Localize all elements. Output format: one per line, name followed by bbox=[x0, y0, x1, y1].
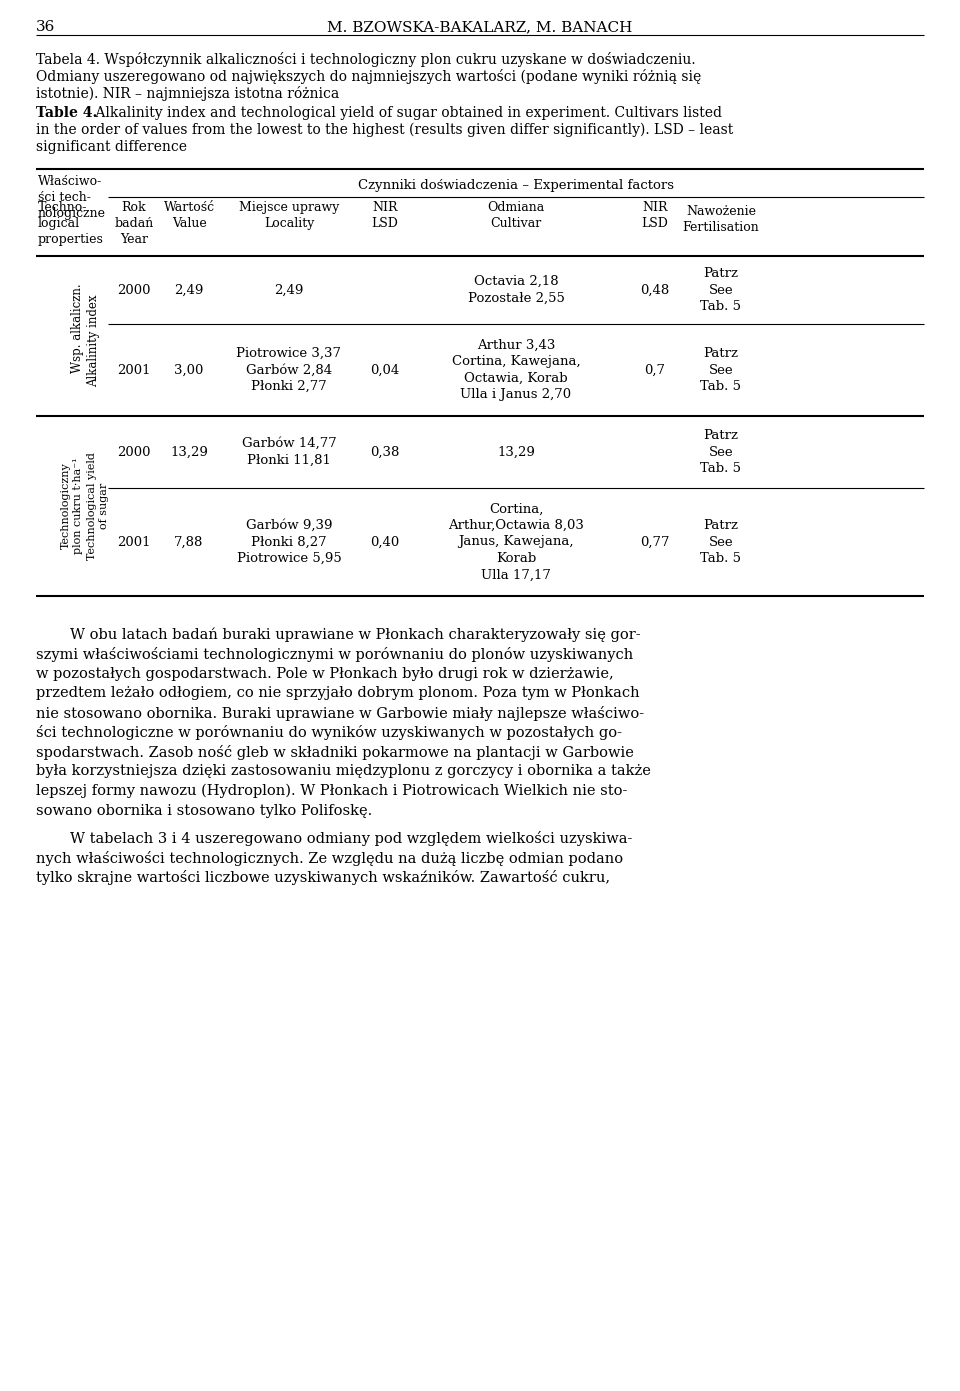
Text: 13,29: 13,29 bbox=[170, 445, 208, 459]
Text: była korzystniejsza dzięki zastosowaniu międzyplonu z gorczycy i obornika a takż: była korzystniejsza dzięki zastosowaniu … bbox=[36, 765, 651, 779]
Text: ści technologiczne w porównaniu do wyników uzyskiwanych w pozostałych go-: ści technologiczne w porównaniu do wynik… bbox=[36, 726, 622, 740]
Text: 0,77: 0,77 bbox=[640, 536, 670, 548]
Text: 0,38: 0,38 bbox=[371, 445, 399, 459]
Text: szymi właściwościami technologicznymi w porównaniu do plonów uzyskiwanych: szymi właściwościami technologicznymi w … bbox=[36, 647, 634, 662]
Text: W tabelach 3 i 4 uszeregowano odmiany pod względem wielkości uzyskiwa-: W tabelach 3 i 4 uszeregowano odmiany po… bbox=[70, 830, 633, 846]
Text: Techno-
logical
properties: Techno- logical properties bbox=[38, 202, 104, 246]
Text: Alkalinity index and technological yield of sugar obtained in experiment. Cultiv: Alkalinity index and technological yield… bbox=[91, 106, 722, 120]
Text: Piotrowice 3,37
Garbów 2,84
Płonki 2,77: Piotrowice 3,37 Garbów 2,84 Płonki 2,77 bbox=[236, 346, 342, 394]
Text: Garbów 9,39
Płonki 8,27
Piotrowice 5,95: Garbów 9,39 Płonki 8,27 Piotrowice 5,95 bbox=[236, 519, 342, 565]
Text: 0,40: 0,40 bbox=[371, 536, 399, 548]
Text: 0,04: 0,04 bbox=[371, 363, 399, 377]
Text: of sugar: of sugar bbox=[99, 483, 109, 529]
Text: 36: 36 bbox=[36, 19, 56, 33]
Text: Odmiany uszeregowano od największych do najmniejszych wartości (podane wyniki ró: Odmiany uszeregowano od największych do … bbox=[36, 70, 701, 83]
Text: plon cukru t·ha⁻¹: plon cukru t·ha⁻¹ bbox=[73, 458, 83, 554]
Text: W obu latach badań buraki uprawiane w Płonkach charakteryzowały się gor-: W obu latach badań buraki uprawiane w Pł… bbox=[70, 627, 640, 643]
Text: Właściwo-
ści tech-
nologiczne: Właściwo- ści tech- nologiczne bbox=[38, 175, 106, 220]
Text: spodarstwach. Zasob ność gleb w składniki pokarmowe na plantacji w Garbowie: spodarstwach. Zasob ność gleb w składnik… bbox=[36, 746, 634, 759]
Text: nie stosowano obornika. Buraki uprawiane w Garbowie miały najlepsze właściwo-: nie stosowano obornika. Buraki uprawiane… bbox=[36, 707, 644, 721]
Text: Arthur 3,43
Cortina, Kawejana,
Octawia, Korab
Ulla i Janus 2,70: Arthur 3,43 Cortina, Kawejana, Octawia, … bbox=[452, 339, 580, 401]
Text: sowano obornika i stosowano tylko Polifoskę.: sowano obornika i stosowano tylko Polifo… bbox=[36, 804, 372, 818]
Text: przedtem leżało odłogiem, co nie sprzyjało dobrym plonom. Poza tym w Płonkach: przedtem leżało odłogiem, co nie sprzyja… bbox=[36, 687, 639, 701]
Text: NIR
LSD: NIR LSD bbox=[372, 202, 398, 230]
Text: 7,88: 7,88 bbox=[175, 536, 204, 548]
Text: Patrz
See
Tab. 5: Patrz See Tab. 5 bbox=[701, 346, 741, 394]
Text: significant difference: significant difference bbox=[36, 140, 187, 154]
Text: Rok
badań
Year: Rok badań Year bbox=[114, 202, 154, 246]
Text: Patrz
See
Tab. 5: Patrz See Tab. 5 bbox=[701, 428, 741, 474]
Text: Odmiana
Cultivar: Odmiana Cultivar bbox=[488, 202, 544, 230]
Text: 2000: 2000 bbox=[117, 445, 151, 459]
Text: Patrz
See
Tab. 5: Patrz See Tab. 5 bbox=[701, 519, 741, 565]
Text: Miejsce uprawy
Locality: Miejsce uprawy Locality bbox=[239, 202, 339, 230]
Text: 0,48: 0,48 bbox=[640, 284, 670, 296]
Text: Octavia 2,18
Pozostałe 2,55: Octavia 2,18 Pozostałe 2,55 bbox=[468, 275, 564, 305]
Text: Cortina,
Arthur,Octawia 8,03
Janus, Kawejana,
Korab
Ulla 17,17: Cortina, Arthur,Octawia 8,03 Janus, Kawe… bbox=[448, 502, 584, 581]
Text: 2001: 2001 bbox=[117, 536, 151, 548]
Text: Garbów 14,77
Płonki 11,81: Garbów 14,77 Płonki 11,81 bbox=[242, 437, 336, 467]
Text: Tabela 4. Współczynnik alkaliczności i technologiczny plon cukru uzyskane w dośw: Tabela 4. Współczynnik alkaliczności i t… bbox=[36, 51, 696, 67]
Text: Technological yield: Technological yield bbox=[87, 452, 97, 561]
Text: 2001: 2001 bbox=[117, 363, 151, 377]
Text: 2,49: 2,49 bbox=[275, 284, 303, 296]
Text: Alkalinity index: Alkalinity index bbox=[87, 295, 101, 387]
Text: 3,00: 3,00 bbox=[175, 363, 204, 377]
Text: Technologiczny: Technologiczny bbox=[61, 463, 71, 549]
Text: Nawożenie
Fertilisation: Nawożenie Fertilisation bbox=[683, 204, 759, 234]
Text: w pozostałych gospodarstwach. Pole w Płonkach było drugi rok w dzierżawie,: w pozostałych gospodarstwach. Pole w Pło… bbox=[36, 668, 613, 682]
Text: Wartość
Value: Wartość Value bbox=[163, 202, 215, 230]
Text: 13,29: 13,29 bbox=[497, 445, 535, 459]
Text: NIR
LSD: NIR LSD bbox=[641, 202, 668, 230]
Text: tylko skrajne wartości liczbowe uzyskiwanych wskaźników. Zawartość cukru,: tylko skrajne wartości liczbowe uzyskiwa… bbox=[36, 869, 611, 885]
Text: 0,7: 0,7 bbox=[644, 363, 665, 377]
Text: istotnie). NIR – najmniejsza istotna różnica: istotnie). NIR – najmniejsza istotna róż… bbox=[36, 86, 339, 102]
Text: nych właściwości technologicznych. Ze względu na dużą liczbę odmian podano: nych właściwości technologicznych. Ze wz… bbox=[36, 850, 623, 865]
Text: 2000: 2000 bbox=[117, 284, 151, 296]
Text: Table 4.: Table 4. bbox=[36, 106, 97, 120]
Text: Patrz
See
Tab. 5: Patrz See Tab. 5 bbox=[701, 267, 741, 313]
Text: Czynniki doświadczenia – Experimental factors: Czynniki doświadczenia – Experimental fa… bbox=[358, 179, 674, 192]
Text: in the order of values from the lowest to the highest (results given differ sign: in the order of values from the lowest t… bbox=[36, 122, 733, 138]
Text: M. BZOWSKA-BAKALARZ, M. BANACH: M. BZOWSKA-BAKALARZ, M. BANACH bbox=[327, 19, 633, 33]
Text: 2,49: 2,49 bbox=[175, 284, 204, 296]
Text: Wsp. alkaliczn.: Wsp. alkaliczn. bbox=[71, 284, 84, 373]
Text: lepszej formy nawozu (Hydroplon). W Płonkach i Piotrowicach Wielkich nie sto-: lepszej formy nawozu (Hydroplon). W Płon… bbox=[36, 785, 628, 798]
